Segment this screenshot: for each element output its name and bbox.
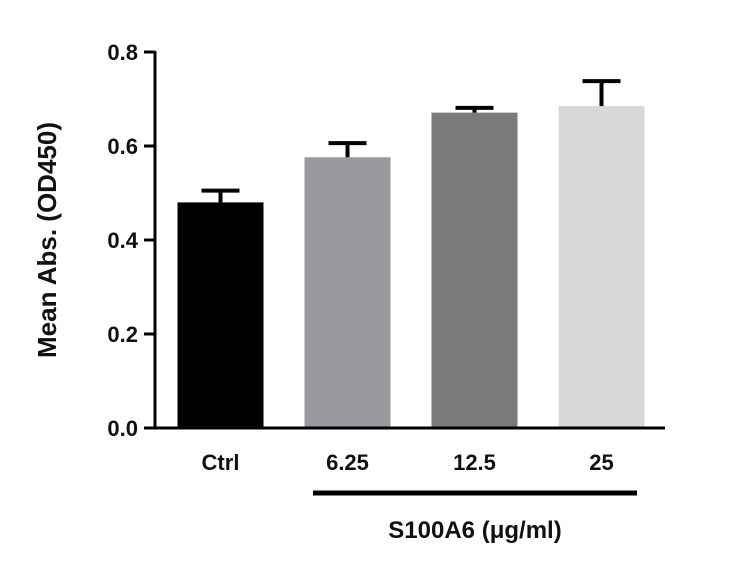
error-bars — [201, 79, 621, 203]
y-tick-label: 0.4 — [107, 228, 138, 253]
y-ticks: 0.0 0.2 0.4 0.6 0.8 — [107, 40, 155, 441]
x-tick-label: 12.5 — [453, 450, 496, 475]
y-tick-label: 0.0 — [107, 416, 138, 441]
y-tick-label: 0.6 — [107, 134, 138, 159]
y-axis-title: Mean Abs. (OD450) — [32, 122, 62, 358]
bar-6-25 — [304, 157, 391, 428]
x-tick-label: 6.25 — [326, 450, 369, 475]
bar-ctrl — [177, 202, 264, 428]
bar-25 — [558, 106, 645, 429]
y-tick-label: 0.8 — [107, 40, 138, 65]
bar-12-5 — [431, 112, 518, 428]
group-label: S100A6 (μg/ml) — [388, 517, 561, 544]
x-tick-labels: Ctrl 6.25 12.5 25 — [202, 450, 614, 475]
y-tick-label: 0.2 — [107, 322, 138, 347]
x-tick-label: 25 — [589, 450, 613, 475]
bars — [177, 106, 645, 429]
x-tick-label: Ctrl — [202, 450, 240, 475]
